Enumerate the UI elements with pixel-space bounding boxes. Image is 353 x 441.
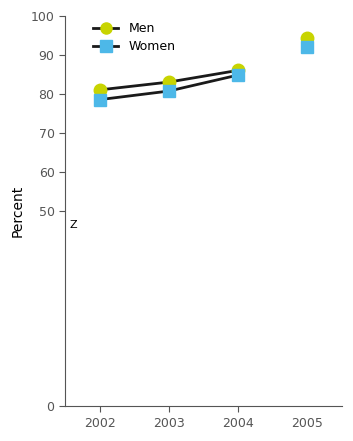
Legend: Men, Women: Men, Women <box>93 22 175 53</box>
Y-axis label: Percent: Percent <box>11 185 25 237</box>
Text: Z: Z <box>70 220 77 230</box>
